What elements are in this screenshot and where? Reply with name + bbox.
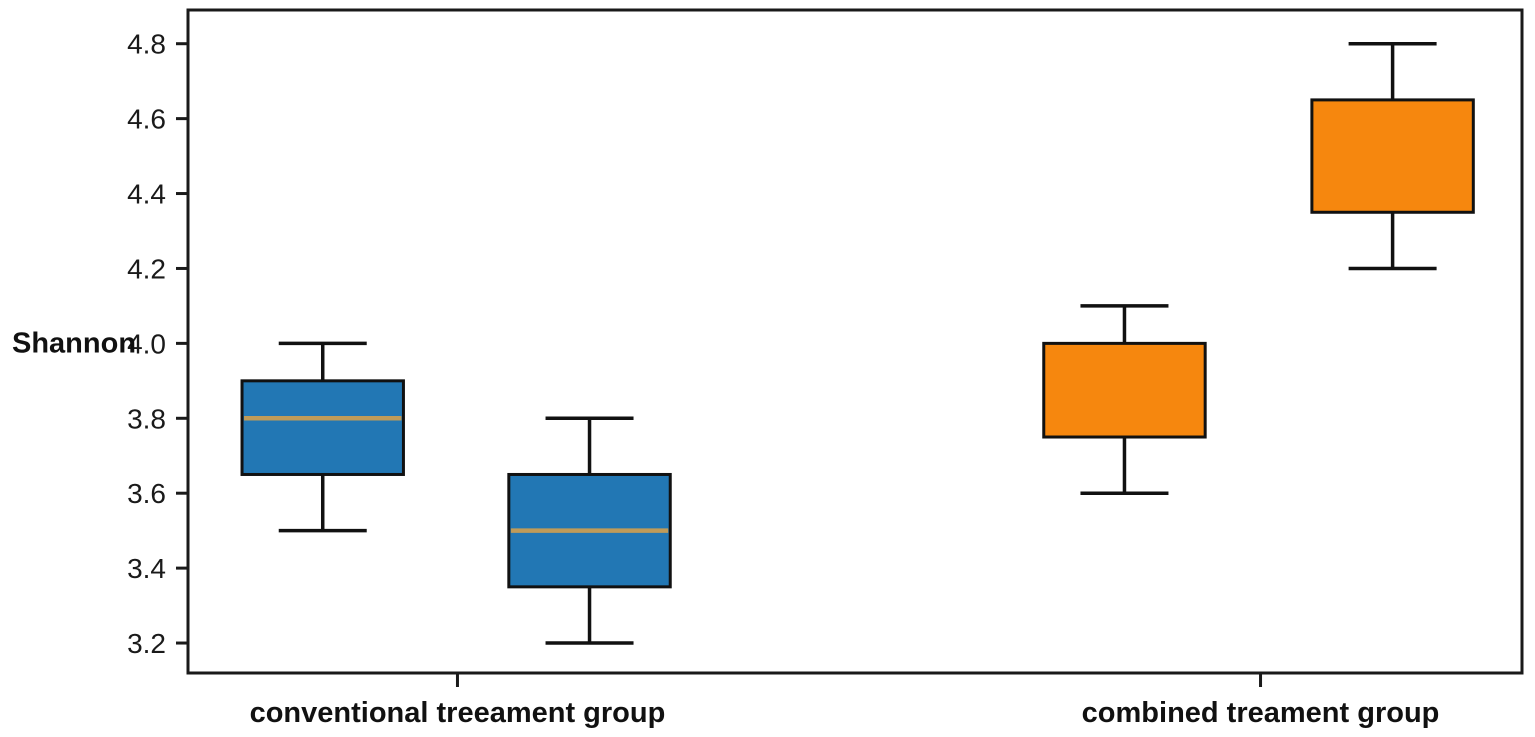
y-axis-tick-label: 3.6 xyxy=(127,478,166,509)
boxplot-box-group-1-1 xyxy=(1310,41,1475,271)
boxplot-box-group-0-1 xyxy=(507,416,672,645)
y-axis-tick-label: 4.8 xyxy=(127,29,166,60)
boxplot-box-group-0-0 xyxy=(240,341,405,533)
y-axis-label: Shannon xyxy=(12,328,136,360)
y-axis-tick-label: 3.8 xyxy=(127,403,166,434)
plot-area xyxy=(186,8,1524,675)
y-axis-tick-label: 4.4 xyxy=(127,179,166,210)
y-axis-tick-label: 3.4 xyxy=(127,553,166,584)
y-axis-tick-label: 4.2 xyxy=(127,253,166,284)
box-rect xyxy=(1310,98,1475,214)
box-rect xyxy=(240,379,405,476)
x-axis-group-label: conventional treeament group xyxy=(250,697,666,729)
y-axis-tick-label: 4.6 xyxy=(127,104,166,135)
boxplot-box-group-1-0 xyxy=(1042,304,1207,495)
box-rect xyxy=(1042,341,1207,439)
y-axis-tick-label: 3.2 xyxy=(127,628,166,659)
y-axis-tick-label: 4.0 xyxy=(127,328,166,359)
x-axis-group-label: combined treament group xyxy=(1082,697,1440,729)
